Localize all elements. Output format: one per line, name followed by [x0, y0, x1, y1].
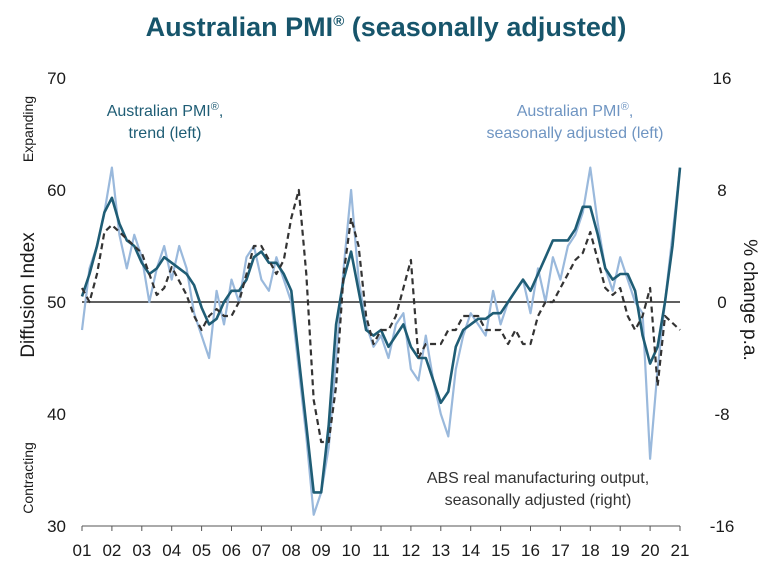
svg-text:Australian PMI®,: Australian PMI®,	[517, 101, 634, 120]
y2-tick-label: 8	[717, 181, 726, 200]
series-line-pmi-sa	[80, 166, 682, 516]
x-tick-label: 18	[581, 541, 600, 560]
x-tick-label: 17	[551, 541, 570, 560]
y-tick-label: 60	[47, 181, 66, 200]
x-tick-label: 07	[252, 541, 271, 560]
series-line-abs-output	[81, 188, 681, 444]
x-tick-label: 03	[132, 541, 151, 560]
y2-tick-label: -8	[714, 405, 729, 424]
y2-tick-label: -16	[710, 517, 735, 536]
svg-text:trend (left): trend (left)	[129, 125, 202, 142]
registered-mark: ®	[333, 13, 345, 30]
svg-text:seasonally adjusted (right): seasonally adjusted (right)	[445, 492, 632, 509]
x-tick-label: 05	[192, 541, 211, 560]
svg-text:Australian PMI®,: Australian PMI®,	[107, 101, 224, 120]
contracting-label: Contracting	[20, 442, 36, 514]
x-tick-label: 16	[521, 541, 540, 560]
annotation-seasonally-adjusted: Australian PMI®, seasonally adjusted (le…	[487, 101, 664, 142]
svg-text:ABS real manufacturing output,: ABS real manufacturing output,	[427, 470, 649, 487]
x-tick-label: 10	[342, 541, 361, 560]
x-tick-label: 12	[401, 541, 420, 560]
expanding-label: Expanding	[20, 96, 36, 162]
annotation-trend: Australian PMI®, trend (left)	[107, 101, 224, 142]
x-tick-label: 09	[312, 541, 331, 560]
x-tick-label: 21	[671, 541, 690, 560]
x-tick-label: 13	[431, 541, 450, 560]
y-tick-label: 40	[47, 405, 66, 424]
y-tick-label: 70	[47, 69, 66, 88]
y-tick-label: 50	[47, 293, 66, 312]
chart-title-text: Australian PMI	[145, 12, 334, 42]
x-tick-label: 06	[222, 541, 241, 560]
y2-axis-label: % change p.a.	[739, 239, 760, 360]
x-tick-label: 14	[461, 541, 480, 560]
x-tick-label: 04	[162, 541, 181, 560]
x-tick-label: 15	[491, 541, 510, 560]
x-tick-label: 02	[102, 541, 121, 560]
chart-title: Australian PMI® (seasonally adjusted)	[145, 12, 627, 42]
y-tick-label: 30	[47, 517, 66, 536]
x-tick-label: 20	[641, 541, 660, 560]
y2-tick-label: 0	[717, 293, 726, 312]
y2-tick-label: 16	[713, 69, 732, 88]
annotation-abs: ABS real manufacturing output, seasonall…	[427, 470, 649, 509]
x-tick-label: 11	[372, 541, 390, 560]
svg-text:seasonally adjusted (left): seasonally adjusted (left)	[487, 125, 664, 142]
y-axis-label: Diffusion Index	[18, 232, 39, 358]
x-tick-label: 08	[282, 541, 301, 560]
x-tick-label: 01	[73, 541, 92, 560]
x-tick-label: 19	[611, 541, 630, 560]
